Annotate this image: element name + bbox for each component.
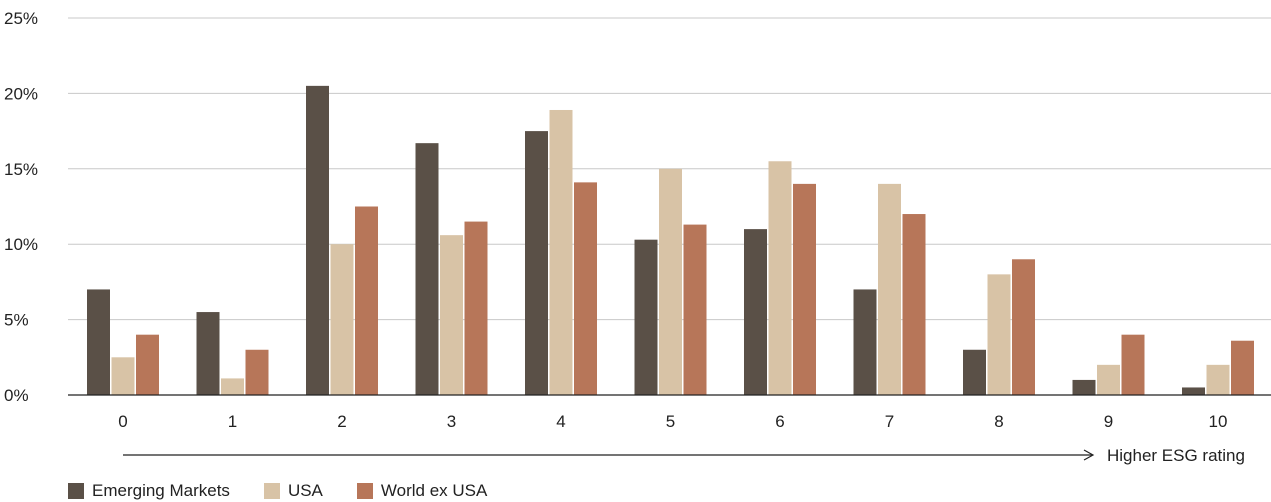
esg-arrow: Higher ESG rating <box>123 446 1245 465</box>
bar-usa-0 <box>111 357 135 395</box>
bar-emerging-markets-0 <box>87 289 110 395</box>
x-tick-label: 5 <box>666 412 675 431</box>
legend-swatch <box>263 483 280 499</box>
y-tick-label: 20% <box>4 84 38 103</box>
bar-world-ex-usa-10 <box>1231 340 1254 395</box>
legend-label: Emerging Markets <box>92 481 230 500</box>
bar-emerging-markets-9 <box>1072 379 1096 395</box>
bars <box>87 85 1254 396</box>
legend-swatch <box>68 483 84 499</box>
bar-usa-7 <box>878 183 901 395</box>
bar-world-ex-usa-6 <box>793 183 816 395</box>
bar-usa-3 <box>440 235 463 395</box>
bar-world-ex-usa-7 <box>902 214 926 395</box>
bar-emerging-markets-4 <box>525 131 548 395</box>
bar-emerging-markets-2 <box>306 85 329 396</box>
x-tick-label: 2 <box>337 412 346 431</box>
bar-usa-5 <box>659 168 682 395</box>
x-tick-label: 7 <box>885 412 894 431</box>
bar-emerging-markets-7 <box>853 289 877 395</box>
y-tick-label: 10% <box>4 235 38 254</box>
y-tick-label: 0% <box>4 386 29 405</box>
bar-world-ex-usa-2 <box>355 206 378 395</box>
bar-world-ex-usa-5 <box>683 224 707 395</box>
legend-swatch <box>356 483 373 499</box>
bar-usa-6 <box>768 161 792 395</box>
annotation-label: Higher ESG rating <box>1107 446 1245 465</box>
x-tick-label: 0 <box>118 412 127 431</box>
y-tick-label: 5% <box>4 311 29 330</box>
legend-item-emerging-markets: Emerging Markets <box>68 481 230 501</box>
bar-world-ex-usa-8 <box>1012 259 1035 395</box>
x-tick-label: 8 <box>994 412 1003 431</box>
legend-label: USA <box>287 481 323 500</box>
arrow-head-icon <box>1083 449 1095 461</box>
x-tick-label: 4 <box>556 412 565 431</box>
legend-label: World ex USA <box>380 481 488 500</box>
bar-usa-10 <box>1206 364 1230 395</box>
bar-world-ex-usa-3 <box>464 221 488 395</box>
bar-emerging-markets-1 <box>196 312 220 395</box>
bar-world-ex-usa-4 <box>574 182 597 395</box>
x-tick-label: 9 <box>1104 412 1113 431</box>
bar-emerging-markets-5 <box>634 239 658 395</box>
x-tick-label: 6 <box>775 412 784 431</box>
bar-usa-4 <box>549 109 573 395</box>
bar-usa-8 <box>987 274 1011 395</box>
bar-emerging-markets-3 <box>415 143 439 395</box>
legend: Emerging Markets USA World ex USA <box>68 481 521 501</box>
y-tick-label: 25% <box>4 9 38 28</box>
bar-world-ex-usa-9 <box>1121 334 1145 395</box>
bar-world-ex-usa-0 <box>136 334 159 395</box>
bar-world-ex-usa-1 <box>245 349 269 395</box>
bar-emerging-markets-6 <box>744 229 767 395</box>
bar-usa-9 <box>1097 364 1120 395</box>
x-tick-label: 3 <box>447 412 456 431</box>
y-tick-label: 15% <box>4 160 38 179</box>
legend-item-world-ex-usa: World ex USA <box>356 481 488 501</box>
chart-canvas: 0% 5% 10% 15% 20% 25% 0 1 2 3 4 5 6 7 8 9 10 Higher ESG … <box>4 9 1271 465</box>
bar-emerging-markets-8 <box>963 349 986 395</box>
x-tick-label: 1 <box>228 412 237 431</box>
legend-item-usa: USA <box>263 481 323 501</box>
x-tick-label: 10 <box>1209 412 1228 431</box>
bar-emerging-markets-10 <box>1182 387 1205 395</box>
bar-usa-1 <box>221 378 244 395</box>
bar-usa-2 <box>330 244 354 395</box>
axes: 0% 5% 10% 15% 20% 25% 0 1 2 3 4 5 6 7 8 9 10 <box>4 9 1271 431</box>
